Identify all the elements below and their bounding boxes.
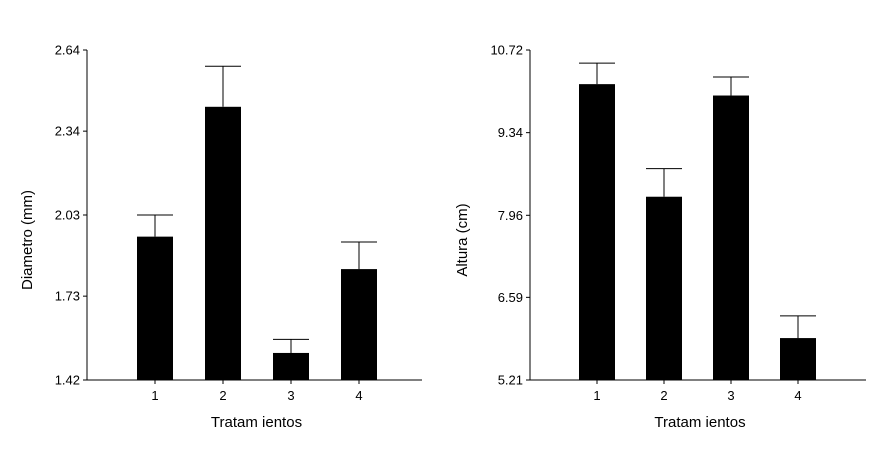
- x-axis-title: Tratam ientos: [654, 414, 745, 431]
- y-axis-title: Diametro (mm): [19, 190, 36, 290]
- y-tick-label: 1.42: [55, 373, 80, 388]
- x-tick-label: 4: [355, 388, 362, 403]
- bar-2: [205, 106, 241, 380]
- x-tick-label: 1: [151, 388, 158, 403]
- y-tick-label: 6.59: [498, 290, 523, 305]
- y-axis-title: Altura (cm): [454, 203, 471, 276]
- bar-1: [579, 84, 615, 380]
- x-tick-label: 2: [660, 388, 667, 403]
- y-tick-label: 2.64: [55, 43, 80, 58]
- y-tick-label: 2.34: [55, 124, 80, 139]
- bar-4: [780, 338, 816, 380]
- y-tick-label: 10.72: [490, 43, 523, 58]
- x-tick-label: 3: [287, 388, 294, 403]
- y-tick-label: 5.21: [498, 373, 523, 388]
- bar-3: [713, 95, 749, 380]
- bar-3: [273, 352, 309, 380]
- chart-2: 5.21 6.59 7.96 9.34 10.72 1 2 3 4 Tratam ientos Al…: [454, 43, 866, 431]
- x-tick-label: 2: [219, 388, 226, 403]
- y-tick-label: 9.34: [498, 125, 523, 140]
- chart-1: 1.42 1.73 2.03 2.34 2.64 1 2 3 4 Tratam ientos Dia…: [19, 43, 422, 431]
- x-axis-title: Tratam ientos: [211, 414, 302, 431]
- bar-4: [341, 269, 377, 380]
- y-tick-label: 2.03: [55, 208, 80, 223]
- x-tick-label: 3: [727, 388, 734, 403]
- y-tick-label: 1.73: [55, 289, 80, 304]
- x-tick-label: 1: [593, 388, 600, 403]
- y-tick-label: 7.96: [498, 208, 523, 223]
- bar-2: [646, 196, 682, 380]
- x-tick-label: 4: [794, 388, 801, 403]
- bar-1: [137, 236, 173, 380]
